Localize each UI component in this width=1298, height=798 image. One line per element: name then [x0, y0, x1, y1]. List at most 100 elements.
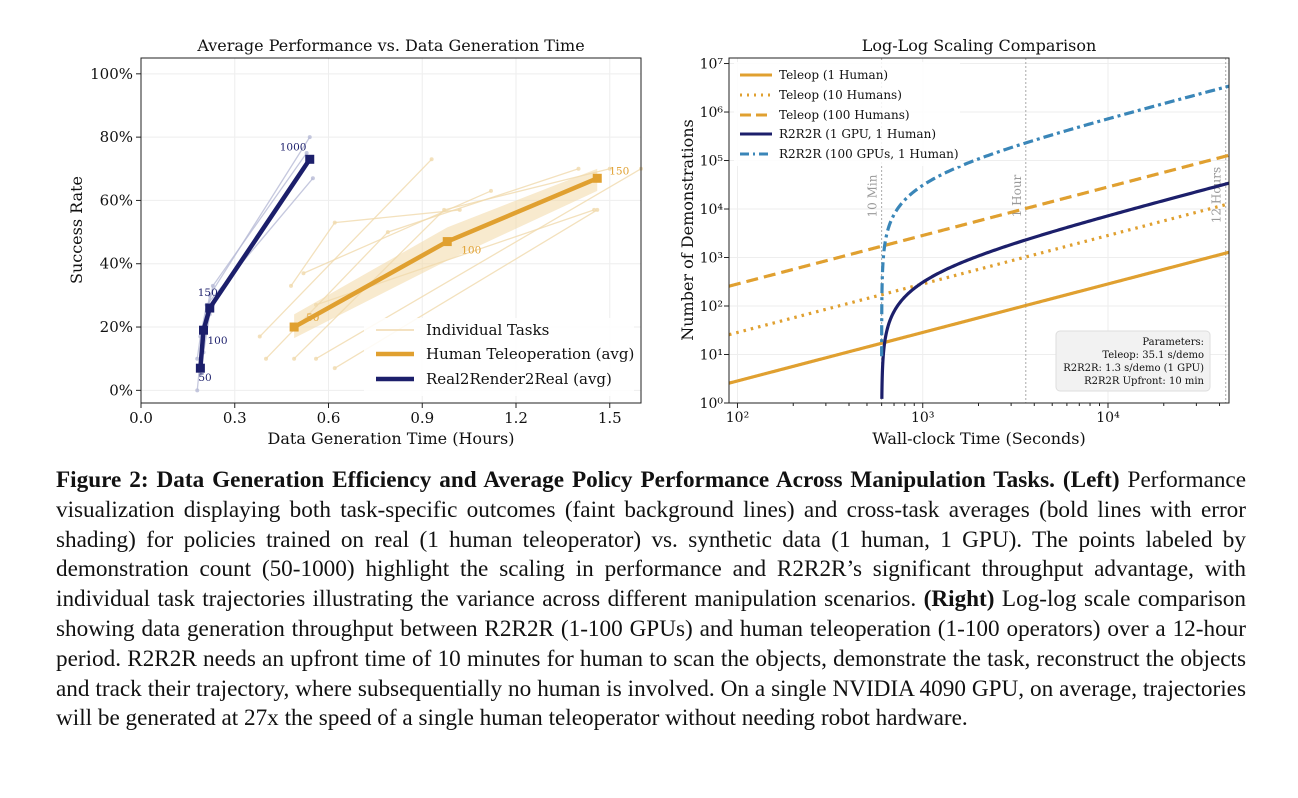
- right-chart: Log-Log Scaling Comparison 10 Min 1 Hour 1…: [678, 36, 1230, 448]
- x-tick-label: 10⁴: [1096, 410, 1120, 426]
- teleop-task-point: [257, 334, 262, 339]
- params-r2r2r: R2R2R: 1.3 s/demo (1 GPU): [1063, 363, 1204, 374]
- teleop-task-point: [576, 166, 581, 171]
- teleop-task-point: [314, 356, 318, 361]
- left-chart-ylabel: Success Rate: [67, 176, 86, 284]
- r2r2r-task-point: [307, 135, 312, 140]
- teleop-task-point: [314, 302, 318, 307]
- right-chart-xlabel: Wall-clock Time (Seconds): [872, 429, 1085, 448]
- right-chart-title: Log-Log Scaling Comparison: [862, 36, 1097, 55]
- y-tick-label: 100%: [90, 65, 133, 83]
- y-tick-label: 10⁴: [700, 202, 724, 218]
- teleop-task-point: [289, 283, 293, 288]
- series-line: [728, 250, 1230, 385]
- figure-2-charts: Average Performance vs. Data Generation …: [67, 36, 1230, 448]
- teleop-task-point: [607, 166, 612, 171]
- teleop-task-point: [332, 220, 337, 225]
- y-tick-label: 10⁰: [700, 396, 724, 412]
- legend-r2r2r-1-gpu: R2R2R (1 GPU, 1 Human): [779, 127, 936, 141]
- r2r2r-avg-line: [198, 158, 312, 369]
- caption-left-label: (Left): [1062, 467, 1120, 493]
- throughput-lines: [728, 84, 1230, 399]
- y-tick-label: 80%: [100, 128, 133, 146]
- teleop-task-line: [303, 190, 492, 274]
- teleop-point-label: 150: [609, 165, 629, 177]
- r2r2r-avg-marker: [195, 363, 205, 373]
- r2r2r-point-label: 150: [198, 287, 218, 299]
- r2r2r-task-point: [310, 176, 315, 181]
- r2r2r-task-point: [195, 356, 200, 361]
- time-marker-label: 1 Hour: [1010, 174, 1024, 217]
- left-chart-title: Average Performance vs. Data Generation …: [196, 36, 584, 55]
- r2r2r-avg-marker: [305, 154, 315, 164]
- x-tick-label: 1.2: [504, 409, 528, 427]
- figure-caption: Figure 2: Data Generation Efficiency and…: [56, 466, 1246, 734]
- r2r2r-avg-marker: [205, 303, 215, 313]
- legend-teleop-1-human: Teleop (1 Human): [779, 68, 888, 82]
- r2r2r-task-point: [195, 388, 200, 393]
- teleop-task-point: [332, 366, 337, 371]
- teleop-task-point: [292, 356, 297, 361]
- y-tick-label: 10⁶: [700, 105, 724, 121]
- x-tick-label: 0.9: [410, 409, 434, 427]
- params-title: Parameters:: [1142, 337, 1204, 348]
- teleop-task-point: [264, 356, 268, 361]
- y-tick-label: 60%: [100, 191, 133, 209]
- teleop-avg-marker: [592, 173, 602, 183]
- x-tick-label: 0.6: [317, 409, 341, 427]
- legend-real2render2real: Real2Render2Real (avg): [426, 370, 612, 388]
- x-tick-label: 10³: [911, 410, 934, 426]
- time-marker-label: 12 Hours: [1210, 167, 1224, 223]
- legend-r2r2r-100-gpus: R2R2R (100 GPUs, 1 Human): [779, 147, 959, 161]
- legend-teleop-100-humans: Teleop (100 Humans): [779, 108, 910, 122]
- r2r2r-point-label: 50: [198, 372, 211, 384]
- x-tick-label: 0.3: [223, 409, 247, 427]
- caption-right-label: (Right): [923, 586, 995, 613]
- y-tick-label: 20%: [100, 318, 133, 336]
- y-tick-label: 10¹: [700, 348, 723, 364]
- left-chart-xlabel: Data Generation Time (Hours): [268, 429, 515, 448]
- teleop-task-point: [457, 207, 462, 212]
- legend-individual-tasks: Individual Tasks: [426, 321, 549, 339]
- x-tick-label: 1.5: [598, 409, 622, 427]
- caption-right-text: Log-log scale comparison showing data ge…: [56, 586, 1246, 732]
- r2r2r-point-label: 100: [208, 335, 228, 347]
- legend-human-teleoperation: Human Teleoperation (avg): [426, 345, 634, 363]
- teleop-avg-marker: [442, 237, 452, 247]
- r2r2r-task-point: [304, 150, 309, 155]
- caption-left-text: Performance visualization displaying bot…: [56, 467, 1246, 613]
- params-teleop: Teleop: 35.1 s/demo: [1102, 350, 1204, 361]
- teleop-task-point: [595, 207, 600, 212]
- average-lines: 50 100 150 50 100 150 1000: [195, 141, 629, 384]
- legend-teleop-10-humans: Teleop (10 Humans): [779, 88, 902, 102]
- r2r2r-task-point: [210, 283, 215, 288]
- right-chart-ticks: 10² 10³ 10⁴ 10⁰ 10¹ 10² 10³ 10⁴ 10⁵ 10⁶ 10⁷: [700, 57, 1221, 426]
- params-upfront: R2R2R Upfront: 10 min: [1084, 376, 1204, 387]
- y-tick-label: 0%: [109, 381, 133, 399]
- teleop-task-line: [259, 158, 433, 337]
- caption-figure-label: Figure 2: Data Generation Efficiency and…: [56, 467, 1055, 493]
- x-tick-label: 0.0: [129, 409, 153, 427]
- teleop-point-label: 50: [306, 312, 319, 324]
- left-chart-legend: Individual Tasks Human Teleoperation (av…: [364, 318, 634, 396]
- left-chart-frame: [140, 57, 642, 404]
- right-chart-legend: Teleop (1 Human) Teleop (10 Humans) Tele…: [734, 62, 960, 166]
- teleop-task-point: [301, 271, 306, 276]
- series-line: [880, 84, 1230, 357]
- y-tick-label: 10³: [700, 251, 723, 267]
- series-line: [880, 181, 1230, 399]
- teleop-avg-marker: [289, 322, 299, 332]
- teleop-task-point: [429, 157, 434, 162]
- r2r2r-point-label: 1000: [280, 141, 307, 153]
- r2r2r-avg-marker: [199, 325, 208, 335]
- x-tick-label: 10²: [726, 410, 749, 426]
- parameters-box: Parameters: Teleop: 35.1 s/demo R2R2R: 1…: [1055, 330, 1211, 392]
- y-tick-label: 40%: [100, 255, 133, 273]
- teleop-task-point: [489, 188, 493, 193]
- right-chart-ylabel: Number of Demonstrations: [678, 119, 697, 341]
- teleop-point-label: 100: [461, 245, 481, 257]
- left-chart-ticks: 0.0 0.3 0.6 0.9 1.2 1.5 0% 20% 40% 60% 80% 100%: [90, 65, 622, 427]
- time-markers: 10 Min 1 Hour 12 Hours: [866, 58, 1227, 403]
- r2r2r-task-line: [196, 177, 314, 359]
- r2r2r-task-point: [198, 372, 203, 377]
